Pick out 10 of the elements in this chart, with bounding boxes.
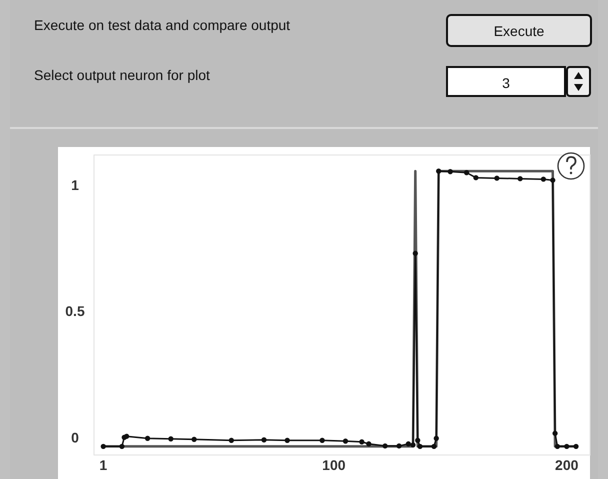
y-tick-label: 0.5 — [65, 303, 85, 320]
y-tick-label: 1 — [71, 177, 80, 194]
text: Execute on test data and compare output — [34, 17, 290, 33]
x-tick-label: 1 — [99, 457, 108, 473]
text: Select output neuron for plot — [34, 67, 210, 83]
text: Execute — [494, 23, 545, 39]
x-tick-label: 100 — [322, 457, 346, 473]
x-tick-label: 200 — [555, 457, 579, 473]
y-tick-label: 0 — [71, 429, 80, 446]
text: 3 — [502, 75, 510, 91]
